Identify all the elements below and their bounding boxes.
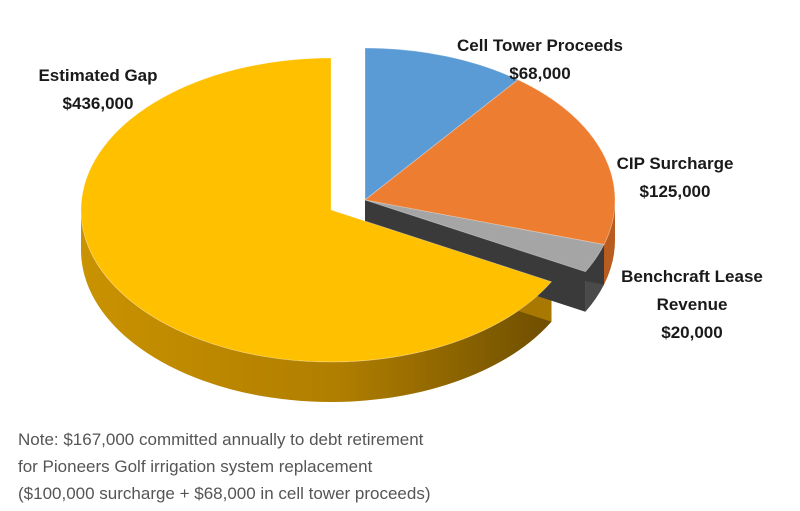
slice-label-value: $68,000 bbox=[509, 64, 571, 83]
slice-label-cell-tower-proceeds: Cell Tower Proceeds $68,000 bbox=[425, 32, 655, 88]
slice-label-value: $125,000 bbox=[639, 182, 711, 201]
footnote-line: for Pioneers Golf irrigation system repl… bbox=[18, 457, 373, 476]
pie-slice-estimated-gap bbox=[80, 57, 553, 363]
footnote: Note: $167,000 committed annually to deb… bbox=[18, 426, 578, 507]
pie-slice-benchcraft-lease-revenue bbox=[364, 199, 605, 273]
pie-slice-cip-surcharge bbox=[364, 79, 616, 246]
slice-label-value: $20,000 bbox=[661, 323, 723, 342]
slice-label-estimated-gap: Estimated Gap $436,000 bbox=[18, 62, 178, 118]
slice-label-line: Cell Tower Proceeds bbox=[457, 36, 623, 55]
slice-label-line: Revenue bbox=[656, 295, 728, 314]
pie-chart bbox=[80, 47, 616, 403]
slice-label-line: CIP Surcharge bbox=[616, 154, 734, 173]
slice-label-value: $436,000 bbox=[62, 94, 134, 113]
slice-label-cip-surcharge: CIP Surcharge $125,000 bbox=[600, 150, 750, 206]
slice-label-benchcraft-lease-revenue: Benchcraft Lease Revenue $20,000 bbox=[592, 263, 792, 347]
footnote-line: Note: $167,000 committed annually to deb… bbox=[18, 430, 424, 449]
slice-label-line: Benchcraft Lease bbox=[621, 267, 763, 286]
footnote-line: ($100,000 surcharge + $68,000 in cell to… bbox=[18, 484, 431, 503]
pie-slice-cell-tower-proceeds bbox=[364, 47, 519, 201]
slice-label-line: Estimated Gap bbox=[38, 66, 158, 85]
